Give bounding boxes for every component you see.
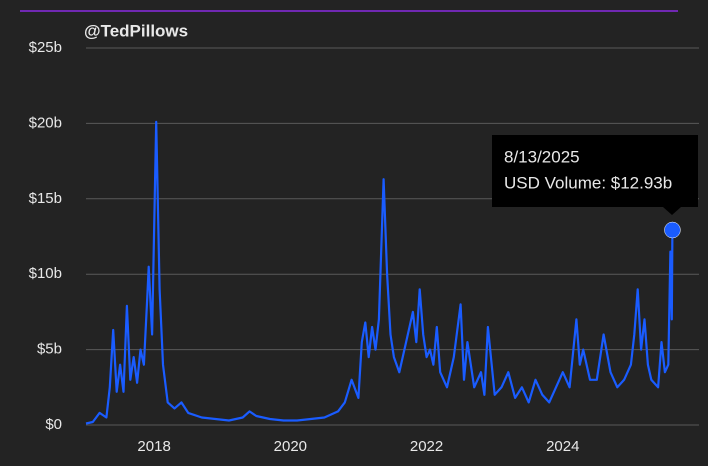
- highlight-point: [664, 221, 681, 239]
- x-tick-label: 2022: [410, 438, 443, 455]
- watermark: @TedPillows: [84, 21, 188, 40]
- x-tick-label: 2018: [137, 438, 170, 455]
- y-tick-label: $10b: [29, 265, 62, 282]
- y-tick-label: $25b: [29, 39, 62, 56]
- line-series: [85, 120, 674, 425]
- y-tick-label: $0: [45, 416, 62, 433]
- plot: [85, 120, 681, 425]
- x-tick-label: 2024: [546, 438, 579, 455]
- tooltip-value: USD Volume: $12.93b: [504, 173, 672, 192]
- tooltip: 8/13/2025 USD Volume: $12.93b: [492, 135, 698, 215]
- tooltip-box: [492, 135, 698, 207]
- y-tick-label: $20b: [29, 114, 62, 131]
- tooltip-date: 8/13/2025: [504, 147, 580, 166]
- x-tick-label: 2020: [274, 438, 307, 455]
- grid: $0 $5b $10b $15b $20b $25b 2018 2020 2022 2024: [29, 39, 699, 455]
- y-tick-label: $5b: [37, 341, 62, 358]
- tooltip-arrow: [663, 207, 681, 215]
- y-tick-label: $15b: [29, 190, 62, 207]
